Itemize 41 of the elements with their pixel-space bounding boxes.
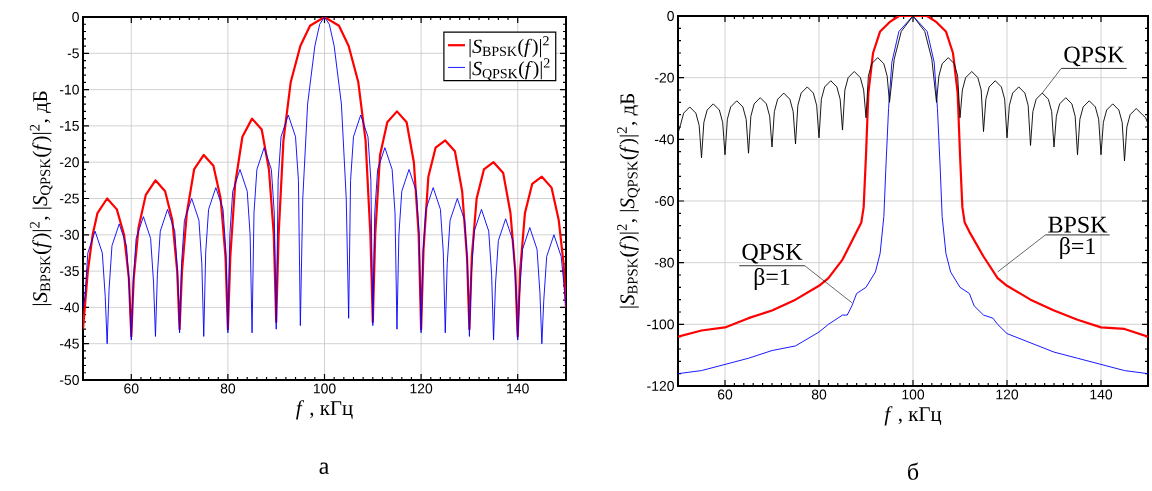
y-tick-label: -100 bbox=[647, 319, 674, 330]
y-tick-label: -20 bbox=[654, 72, 674, 83]
y-tick-label: -20 bbox=[59, 157, 79, 168]
x-tick-label: 80 bbox=[811, 389, 827, 400]
x-tick-label: 100 bbox=[313, 383, 336, 394]
annotation: QPSK bbox=[742, 243, 803, 264]
y-tick-label: -5 bbox=[67, 48, 79, 59]
y-tick-label: -120 bbox=[647, 381, 674, 391]
text: б bbox=[908, 462, 919, 480]
x-tick-label: 80 bbox=[220, 383, 236, 394]
annotation: β=1 bbox=[1060, 237, 1095, 260]
text: |S$_{BPSK}$(f)|$^{2}$, |S$_{QPSK}$(f)|$^{2}$, дБ bbox=[617, 94, 640, 308]
x-tick-label: 120 bbox=[996, 389, 1019, 400]
y-tick-label: -80 bbox=[654, 257, 674, 268]
x-tick-label: 140 bbox=[1090, 389, 1113, 400]
y-tick-label: -45 bbox=[59, 338, 79, 349]
y-tick-label: -60 bbox=[654, 196, 674, 206]
legend-label: |S$_{BPSK}$(f)|$^{2}$ bbox=[469, 36, 549, 58]
y-tick-label: -10 bbox=[59, 84, 79, 95]
text: |S$_{BPSK}$(f)|$^{2}$, |S$_{QPSK}$(f)|$^{2}$, дБ bbox=[29, 91, 53, 306]
y-tick-label: -15 bbox=[59, 121, 79, 131]
annotation: QPSK bbox=[1064, 46, 1125, 67]
y-tick-label: -50 bbox=[59, 375, 79, 385]
annotation: β=1 bbox=[754, 267, 790, 290]
y-tick-label: -40 bbox=[59, 302, 79, 313]
legend-label: |S$_{QPSK}$(f)|$^{2}$ bbox=[469, 58, 550, 81]
x-tick-label: 100 bbox=[902, 389, 925, 400]
x-axis-title: f , кГц bbox=[884, 406, 942, 426]
y-tick-label: -25 bbox=[59, 193, 79, 204]
x-tick-label: 140 bbox=[507, 383, 529, 394]
y-tick-label: 0 bbox=[72, 12, 79, 22]
y-tick-label: -30 bbox=[59, 229, 79, 240]
y-tick-label: -35 bbox=[59, 266, 79, 277]
x-tick-label: 120 bbox=[410, 383, 433, 394]
x-axis-title: f , кГц bbox=[296, 400, 353, 420]
y-tick-label: -40 bbox=[654, 134, 674, 145]
x-tick-label: 60 bbox=[124, 383, 139, 394]
annotation: BPSK bbox=[1048, 216, 1108, 233]
y-tick-label: 0 bbox=[667, 11, 674, 21]
text: а bbox=[319, 462, 329, 474]
x-tick-label: 60 bbox=[717, 389, 733, 400]
